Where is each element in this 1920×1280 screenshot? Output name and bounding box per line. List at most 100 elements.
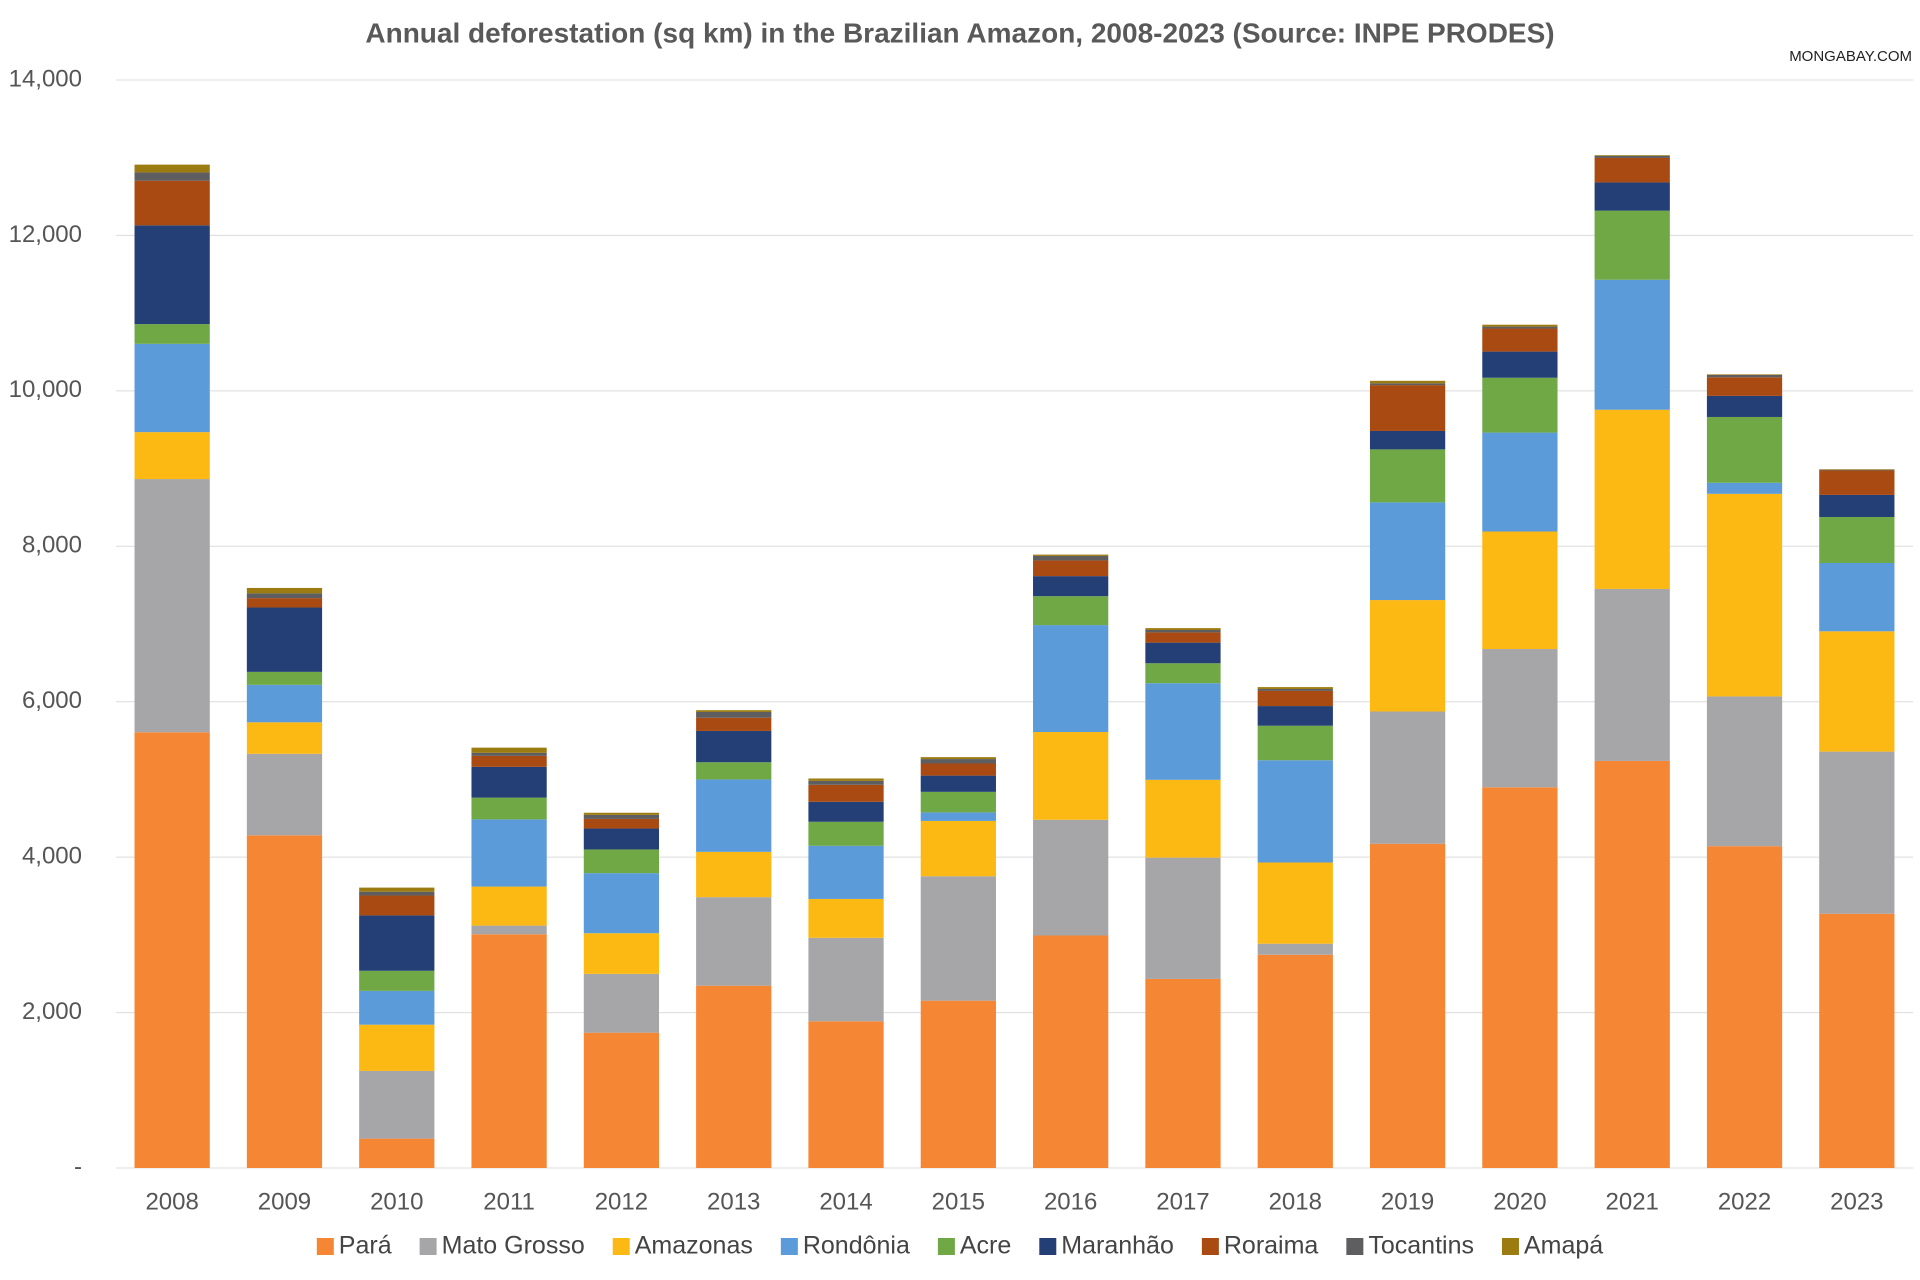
bar-segment xyxy=(1594,155,1670,158)
x-tick-label: 2016 xyxy=(1044,1188,1097,1215)
bar-segment xyxy=(920,763,996,776)
x-tick-label: 2019 xyxy=(1381,1188,1434,1215)
bar-segment xyxy=(583,814,660,819)
bar-segment xyxy=(134,172,210,181)
x-tick-label: 2008 xyxy=(145,1188,198,1215)
bar-segment xyxy=(1482,324,1558,327)
legend-item: Amazonas xyxy=(612,1232,753,1260)
bar-segment xyxy=(1482,787,1558,1168)
y-tick-label: 8,000 xyxy=(22,532,82,559)
bar-segment xyxy=(808,780,884,785)
bar-segment xyxy=(696,762,772,780)
legend-label: Pará xyxy=(339,1232,392,1260)
bar-segment xyxy=(471,747,547,753)
x-tick-label: 2018 xyxy=(1269,1188,1322,1215)
bar-segment xyxy=(1145,642,1221,664)
bar-segment xyxy=(1594,155,1670,156)
bar-segment xyxy=(920,775,996,792)
bar-segment xyxy=(1706,377,1783,396)
bar-segment xyxy=(1257,943,1333,955)
legend-item: Roraima xyxy=(1201,1232,1318,1260)
legend-item: Amapá xyxy=(1501,1232,1603,1260)
bar-segment xyxy=(1482,531,1558,650)
legend-label: Amazonas xyxy=(635,1232,753,1260)
bar-segment xyxy=(134,164,210,173)
x-tick-label: 2014 xyxy=(819,1188,872,1215)
bar-segment xyxy=(1594,760,1670,1168)
bar-segment xyxy=(808,898,884,938)
x-tick-label: 2015 xyxy=(932,1188,985,1215)
bar-segment xyxy=(1706,696,1783,847)
bar-segment xyxy=(1369,502,1446,601)
bar-segment xyxy=(1145,628,1221,630)
bar-segment xyxy=(1594,409,1670,589)
bar-segment xyxy=(471,766,547,798)
bar-segment xyxy=(1369,711,1446,844)
bar-segment xyxy=(246,835,323,1168)
bar-segment xyxy=(1257,706,1333,726)
bar-segment xyxy=(583,849,660,874)
watermark: MONGABAY.COM xyxy=(1789,48,1912,65)
bar-segment xyxy=(471,934,547,1168)
bar-segment xyxy=(1033,625,1109,733)
bar-segment xyxy=(471,797,547,820)
legend-label: Rondônia xyxy=(803,1232,910,1260)
legend-swatch xyxy=(1346,1238,1364,1255)
bar-segment xyxy=(359,1070,435,1139)
bar-segment xyxy=(1369,449,1446,503)
bar-segment xyxy=(1369,383,1446,386)
legend-swatch xyxy=(780,1238,798,1255)
bar-segment xyxy=(134,432,210,480)
bar-segment xyxy=(808,784,884,802)
legend-item: Rondônia xyxy=(780,1232,910,1260)
bar-segment xyxy=(696,779,772,852)
bar-segment xyxy=(920,757,996,760)
bar-segment xyxy=(1033,554,1109,556)
legend-swatch xyxy=(419,1238,437,1255)
bar-segment xyxy=(359,990,435,1025)
bar-segment xyxy=(920,876,996,1001)
bar-segment xyxy=(359,970,435,991)
bar-segment xyxy=(1257,862,1333,944)
bar-segment xyxy=(1482,649,1558,788)
bar-segment xyxy=(1594,210,1670,280)
bar-segment xyxy=(471,755,547,767)
x-tick-label: 2021 xyxy=(1606,1188,1659,1215)
y-tick-label: 14,000 xyxy=(9,65,82,92)
bar-segment xyxy=(920,791,996,813)
bar-segment xyxy=(696,985,772,1168)
bar-segment xyxy=(696,711,772,718)
bar-segment xyxy=(134,324,210,344)
legend-item: Mato Grosso xyxy=(419,1232,585,1260)
bar-segment xyxy=(1819,562,1895,632)
legend-swatch xyxy=(1039,1238,1057,1255)
bar-segment xyxy=(1033,819,1109,936)
legend-item: Maranhão xyxy=(1039,1232,1174,1260)
bar-segment xyxy=(808,937,884,1022)
y-tick-label: 4,000 xyxy=(22,842,82,869)
bar-segment xyxy=(696,851,772,898)
bar-segment xyxy=(920,820,996,877)
bar-segment xyxy=(583,812,660,815)
bar-segment xyxy=(1819,494,1895,517)
bar-segment xyxy=(359,1138,435,1168)
bar-segment xyxy=(246,607,323,672)
bar-segment xyxy=(1145,629,1221,633)
legend-swatch xyxy=(1201,1238,1219,1255)
bar-segment xyxy=(1819,516,1895,563)
bar-segment xyxy=(1033,732,1109,820)
bar-segment xyxy=(1482,432,1558,532)
x-tick-label: 2020 xyxy=(1493,1188,1546,1215)
bar-segment xyxy=(1482,377,1558,433)
chart-title: Annual deforestation (sq km) in the Braz… xyxy=(365,17,1554,48)
bar-segment xyxy=(920,812,996,821)
bar-segment xyxy=(583,828,660,850)
bar-segment xyxy=(1819,469,1895,470)
y-tick-label: 10,000 xyxy=(9,376,82,403)
bar-segment xyxy=(583,818,660,829)
bar-segment xyxy=(1819,751,1895,914)
bar-segment xyxy=(471,819,547,887)
legend-label: Amapá xyxy=(1524,1232,1603,1260)
bar-segment xyxy=(1145,663,1221,684)
